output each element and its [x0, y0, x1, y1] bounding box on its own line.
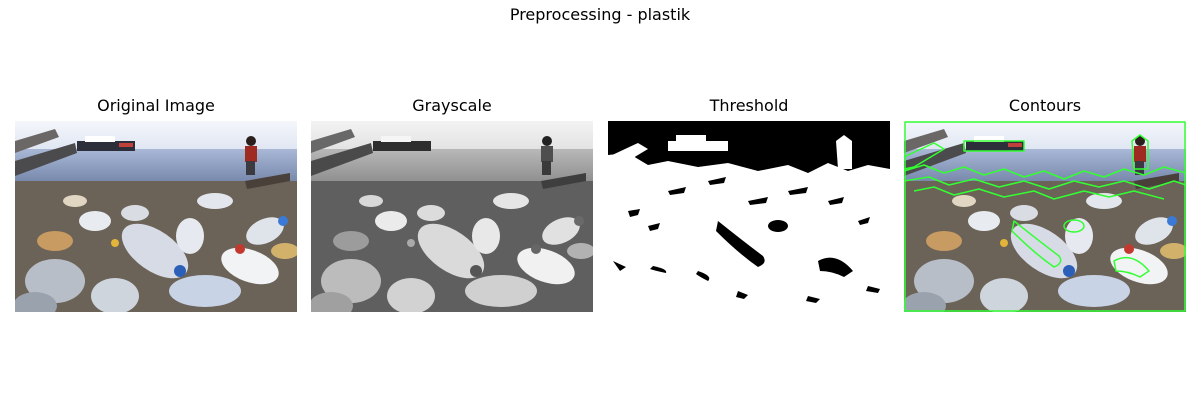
panel-title-contours: Contours	[1008, 96, 1082, 115]
panel-title-original: Original Image	[97, 96, 215, 115]
contours-image	[904, 121, 1186, 312]
threshold-image	[608, 121, 890, 312]
panel-title-grayscale: Grayscale	[412, 96, 492, 115]
figure-title: Preprocessing - plastik	[509, 5, 691, 24]
original-image	[15, 121, 297, 312]
grayscale-image	[311, 121, 593, 312]
panel-title-threshold: Threshold	[709, 96, 789, 115]
